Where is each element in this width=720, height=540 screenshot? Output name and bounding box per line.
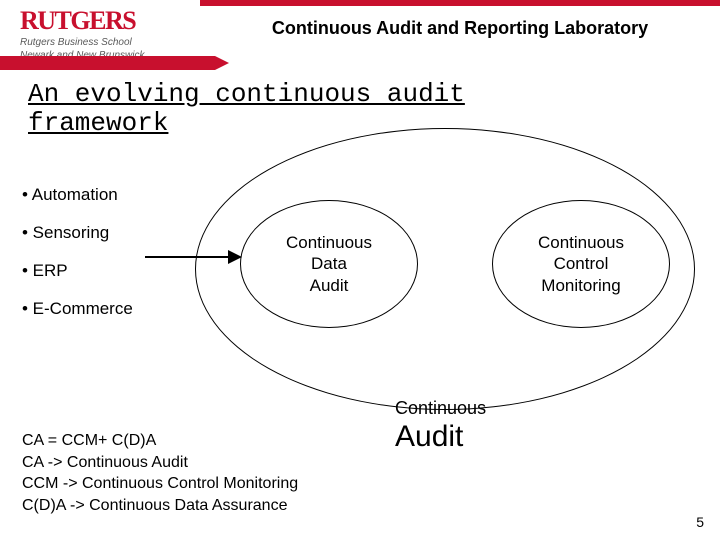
page-number: 5 xyxy=(696,514,704,530)
logo-main-text: RUTGERS xyxy=(20,6,190,36)
bullet-list: • Automation • Sensoring • ERP • E-Comme… xyxy=(22,185,133,337)
header-red-ribbon xyxy=(0,56,215,70)
abbrev-legend: CA = CCM+ C(D)A CA -> Continuous Audit C… xyxy=(22,430,298,516)
slide-title: An evolving continuous audit framework xyxy=(28,80,465,137)
bullet-item: • ERP xyxy=(22,261,133,281)
lab-title: Continuous Audit and Reporting Laborator… xyxy=(210,18,710,39)
bullet-item: • Automation xyxy=(22,185,133,205)
header-red-bar xyxy=(200,0,720,6)
continuous-small-label: Continuous xyxy=(395,398,486,419)
arrow-into-diagram xyxy=(145,256,240,258)
logo-sub-line1: Rutgers Business School xyxy=(20,37,190,49)
inner-ellipse-right: Continuous Control Monitoring xyxy=(492,200,670,328)
inner-ellipse-left: Continuous Data Audit xyxy=(240,200,418,328)
bullet-item: • E-Commerce xyxy=(22,299,133,319)
slide-header: RUTGERS Rutgers Business School Newark a… xyxy=(0,0,720,66)
audit-large-label: Audit xyxy=(395,420,463,454)
bullet-item: • Sensoring xyxy=(22,223,133,243)
